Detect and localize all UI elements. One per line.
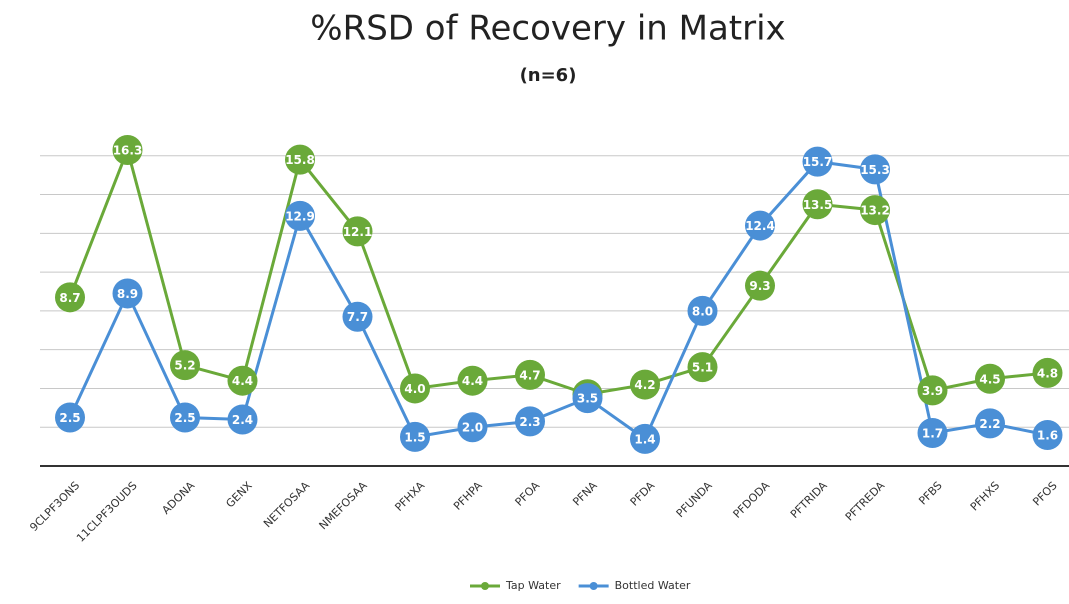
data-point [170,402,200,433]
legend-marker [481,582,489,590]
data-label: 1.6 [1037,428,1058,442]
x-tick-label: PFTREDA [843,479,888,524]
data-label: 9.3 [749,279,770,293]
chart-title: %RSD of Recovery in Matrix [310,9,785,49]
data-point [55,282,85,313]
x-tick-label: PFOS [1030,479,1059,508]
legend-marker [589,582,598,590]
data-point [630,423,660,454]
x-tick-label: 9CLPF3ONS [27,479,82,534]
data-label: 15.7 [803,155,833,169]
data-point [917,418,948,449]
x-tick-label: PFDODA [731,479,773,521]
data-point [975,408,1005,439]
series-line [68,160,1048,442]
data-point [55,402,85,433]
data-label: 1.7 [922,427,943,441]
data-label: 16.3 [113,143,143,157]
data-label: 5.1 [692,361,713,375]
data-label: 5.2 [174,359,195,373]
data-point [802,146,833,177]
x-tick-label: 11CLPF3OUDS [74,479,140,545]
data-label: 2.0 [462,421,483,435]
data-point [400,373,430,404]
data-label: 3.5 [577,392,598,406]
x-tick-label: PFHPA [451,479,485,513]
data-label: 15.8 [285,153,315,167]
x-tick-label: GENX [223,479,255,511]
data-point [802,189,833,220]
data-label: 8.0 [692,304,713,318]
data-point [687,295,718,326]
x-tick-label: NETFOSAA [261,479,313,531]
data-point [630,369,660,400]
data-point [515,406,545,437]
x-tick-label: PFTRIDA [788,479,830,521]
data-label: 4.4 [462,374,483,388]
chart-subtitle: (n=6) [520,65,577,86]
data-point [342,216,373,247]
data-label: 13.2 [860,204,890,218]
data-point [860,154,890,185]
x-tick-label: ADONA [159,479,197,517]
data-label: 12.4 [745,219,775,233]
data-label: 7.7 [347,310,368,324]
data-point [457,412,488,443]
data-point [285,144,315,175]
legend-label: Tap Water [505,579,561,592]
x-tick-label: NMEFOSAA [317,479,371,533]
data-point [1032,357,1063,388]
data-point [457,365,488,396]
data-label: 4.7 [519,368,540,382]
x-tick-label: PFBS [916,479,945,508]
data-point [687,352,718,383]
legend-label: Bottled Water [615,579,691,592]
x-tick-label: PFNA [570,479,600,509]
data-label: 15.3 [860,163,890,177]
data-label: 8.7 [59,291,80,305]
data-label: 4.8 [1037,366,1058,380]
x-tick-label: PFDA [628,479,658,509]
data-point [342,301,373,332]
data-point [227,365,258,396]
data-point [745,210,775,241]
data-point [285,200,315,231]
data-point [572,383,603,414]
data-point [860,195,890,226]
data-point [745,270,775,301]
data-point [112,134,143,165]
data-point [975,363,1005,394]
data-label: 2.5 [59,411,80,425]
data-label: 4.4 [232,374,253,388]
x-tick-label: PFUNDA [674,479,715,520]
data-point [170,350,200,381]
data-point [515,359,545,390]
data-label: 4.5 [979,372,1000,386]
data-point [917,375,948,406]
data-point [227,404,258,435]
data-label: 1.5 [404,430,425,444]
data-label: 2.4 [232,413,253,427]
data-point [400,421,430,452]
data-label: 2.3 [519,415,540,429]
x-tick-label: PFHXA [392,479,427,514]
data-label: 12.1 [343,225,373,239]
data-point [112,278,143,309]
data-label: 2.5 [174,411,195,425]
data-label: 4.0 [404,382,425,396]
data-label: 1.4 [634,432,655,446]
data-label: 2.2 [979,417,1000,431]
data-label: 8.9 [117,287,138,301]
data-label: 4.2 [634,378,655,392]
data-label: 12.9 [285,209,315,223]
x-tick-label: PFHXS [968,479,1002,513]
data-label: 3.9 [922,384,943,398]
data-label: 13.5 [803,198,833,212]
x-tick-label: PFOA [513,479,543,509]
data-point [1032,419,1063,450]
